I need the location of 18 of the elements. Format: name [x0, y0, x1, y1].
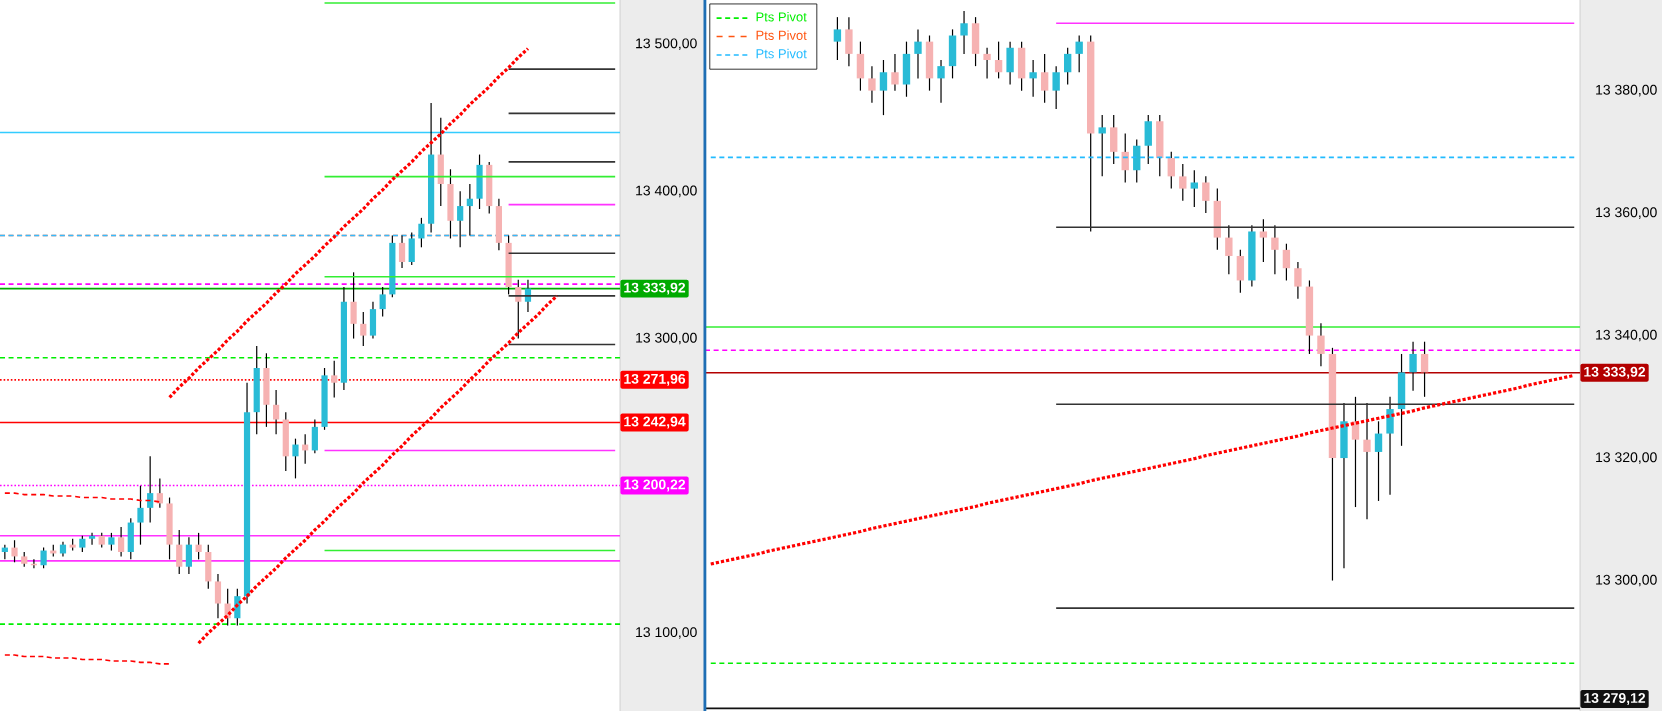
legend-label: Pts Pivot [756, 48, 807, 59]
y-tick-label: 13 380,00 [1596, 84, 1657, 97]
legend-label: Pts Pivot [756, 11, 807, 22]
ref-line-label: 13 333,92 [624, 282, 686, 295]
y-tick-label: 13 360,00 [1596, 207, 1657, 219]
ref-line-label: 13 242,94 [624, 416, 686, 429]
ref-line-label: 13 200,22 [624, 479, 686, 492]
y-tick-label: 13 300,00 [636, 332, 697, 345]
ref-line-label: 13 279,12 [1584, 693, 1646, 706]
ref-line-label: 13 333,92 [1584, 366, 1646, 379]
legend-label: Pts Pivot [756, 30, 807, 40]
ref-line-label: 13 271,96 [624, 373, 686, 386]
y-tick-label: 13 340,00 [1596, 329, 1657, 342]
y-tick-label: 13 100,00 [636, 627, 697, 639]
y-tick-label: 13 500,00 [636, 38, 697, 50]
y-tick-label: 13 400,00 [636, 185, 697, 198]
y-tick-label: 13 320,00 [1596, 452, 1657, 464]
y-tick-label: 13 300,00 [1596, 574, 1657, 587]
